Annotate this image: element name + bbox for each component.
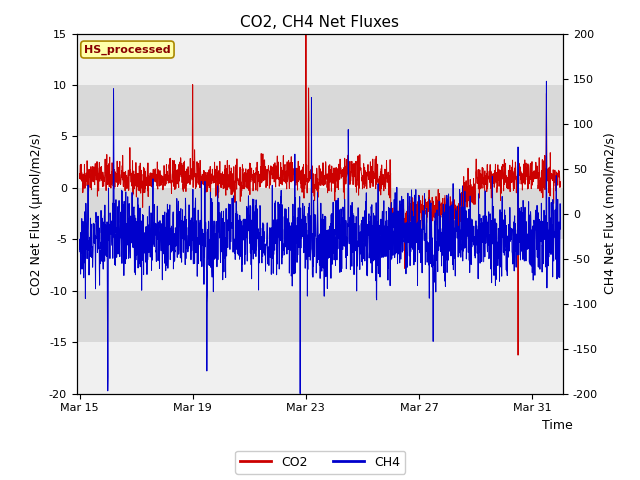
Bar	[77, 240, 563, 291]
Y-axis label: CO2 Net Flux (μmol/m2/s): CO2 Net Flux (μmol/m2/s)	[30, 132, 44, 295]
X-axis label: Time: Time	[542, 419, 573, 432]
Bar	[77, 342, 563, 394]
Y-axis label: CH4 Net Flux (nmol/m2/s): CH4 Net Flux (nmol/m2/s)	[604, 133, 616, 294]
Legend: CO2, CH4: CO2, CH4	[235, 451, 405, 474]
Bar	[77, 34, 563, 85]
Bar	[77, 136, 563, 188]
Text: HS_processed: HS_processed	[84, 44, 171, 55]
Title: CO2, CH4 Net Fluxes: CO2, CH4 Net Fluxes	[241, 15, 399, 30]
